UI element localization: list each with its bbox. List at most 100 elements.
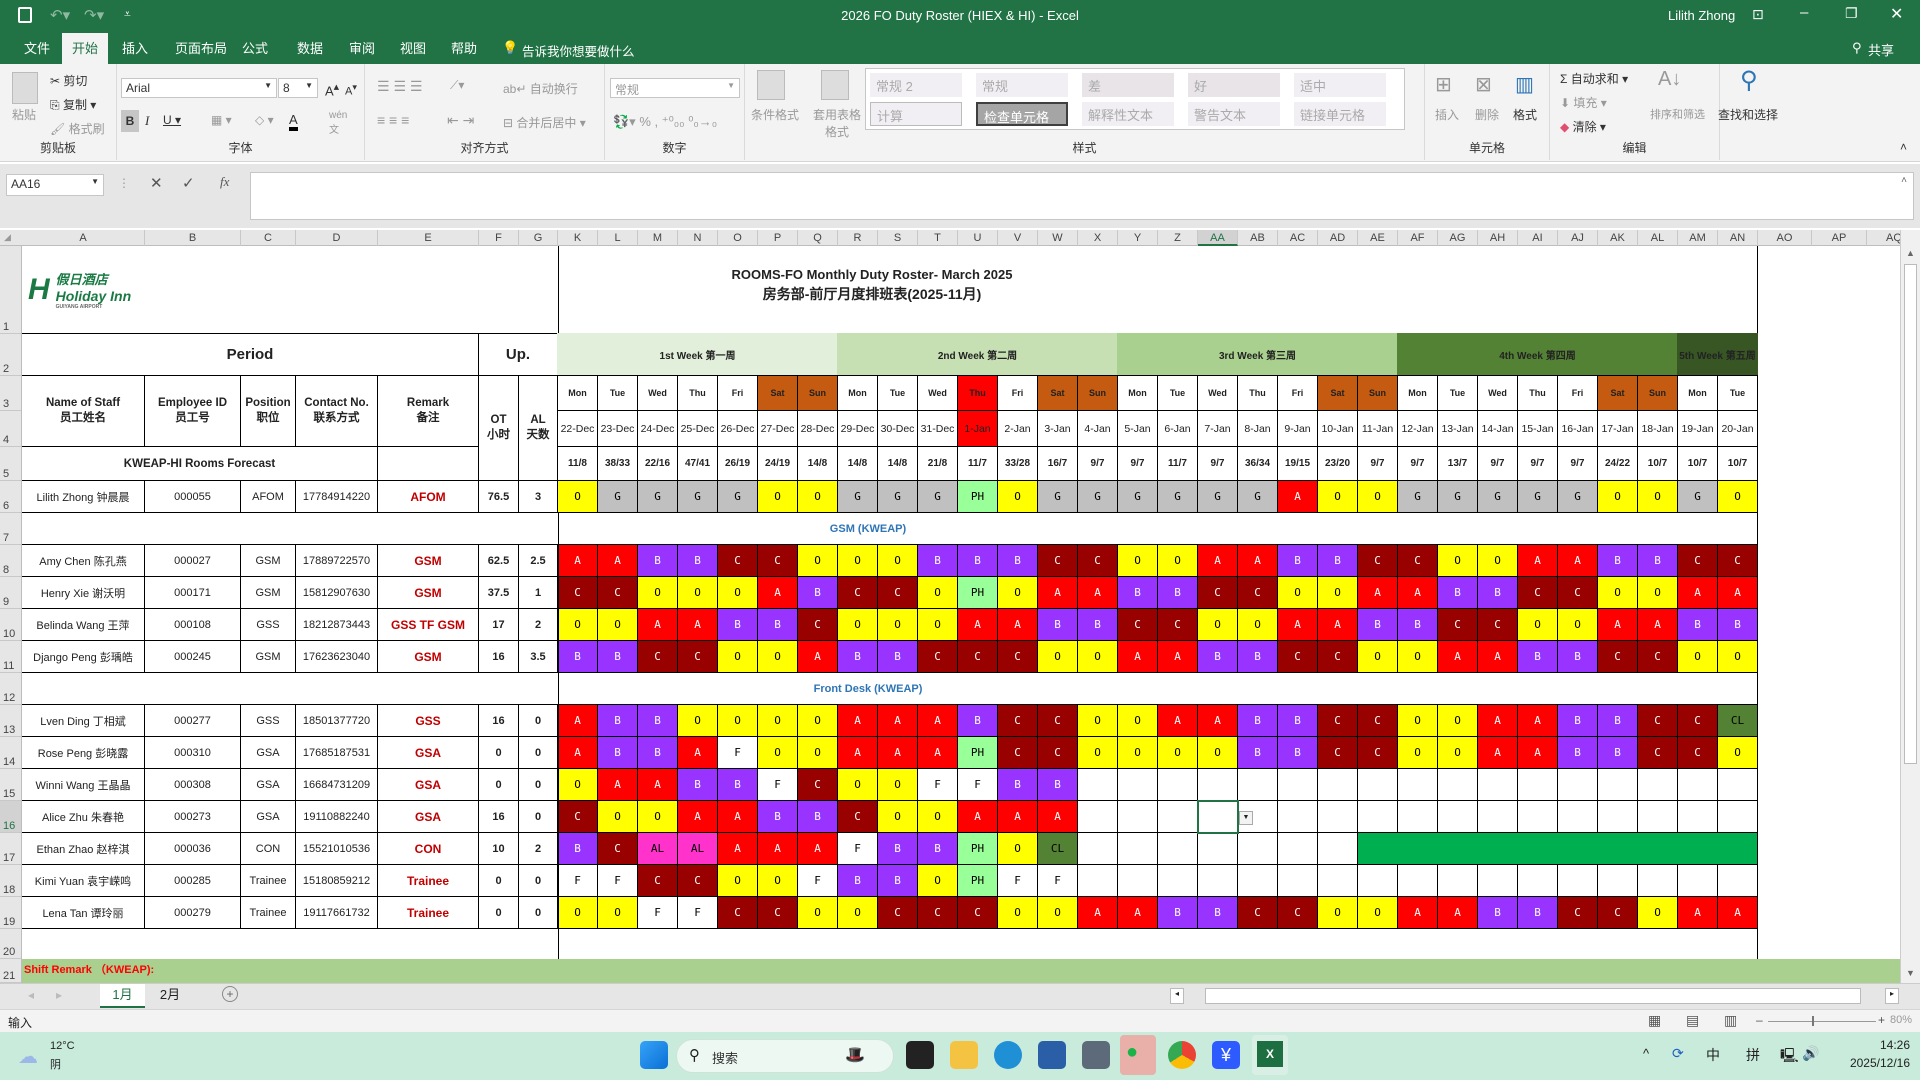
- tab-2[interactable]: 插入: [122, 41, 149, 56]
- align-top-icon[interactable]: ☰ ☰ ☰: [377, 78, 423, 94]
- staff-al[interactable]: 2.5: [518, 544, 558, 577]
- staff-remark[interactable]: CON: [377, 832, 479, 865]
- shift-cell[interactable]: O: [877, 768, 918, 801]
- shift-cell[interactable]: B: [637, 704, 678, 737]
- shift-cell[interactable]: A: [1077, 576, 1118, 609]
- shift-cell[interactable]: B: [717, 768, 758, 801]
- shift-cell[interactable]: G: [1157, 480, 1198, 513]
- staff-name[interactable]: Rose Peng 彭晓露: [22, 736, 145, 769]
- staff-al[interactable]: 0: [518, 800, 558, 833]
- shift-cell[interactable]: A: [797, 640, 838, 673]
- shift-cell[interactable]: C: [637, 640, 678, 673]
- ribbon-display-icon[interactable]: ⊡: [1752, 6, 1764, 22]
- column-header-Q[interactable]: Q: [798, 230, 838, 246]
- staff-ot[interactable]: 0: [478, 768, 519, 801]
- shift-cell[interactable]: B: [757, 608, 798, 641]
- shift-cell[interactable]: C: [1277, 896, 1318, 929]
- shift-cell[interactable]: A: [837, 736, 878, 769]
- row-header-6[interactable]: 6: [0, 481, 21, 513]
- shift-cell[interactable]: [1077, 864, 1118, 897]
- column-header-R[interactable]: R: [838, 230, 878, 246]
- staff-ot[interactable]: 16: [478, 640, 519, 673]
- shift-cell[interactable]: B: [1037, 608, 1078, 641]
- shift-cell[interactable]: O: [557, 768, 598, 801]
- sort-filter-icon[interactable]: A↓: [1658, 68, 1682, 90]
- shift-cell[interactable]: C: [957, 896, 998, 929]
- staff-name[interactable]: Ethan Zhao 赵梓淇: [22, 832, 145, 865]
- shift-cell[interactable]: B: [1397, 608, 1438, 641]
- shift-cell[interactable]: A: [797, 832, 838, 865]
- shift-cell[interactable]: O: [1077, 736, 1118, 769]
- restore-icon[interactable]: ❐: [1845, 5, 1858, 21]
- staff-al[interactable]: 0: [518, 768, 558, 801]
- shift-cell[interactable]: [1557, 864, 1598, 897]
- shift-cell[interactable]: [1597, 768, 1638, 801]
- shift-cell[interactable]: G: [1517, 480, 1558, 513]
- shift-cell[interactable]: C: [797, 608, 838, 641]
- zoom-in-icon[interactable]: +: [1878, 1013, 1886, 1027]
- shift-cell[interactable]: B: [917, 832, 958, 865]
- shift-cell[interactable]: A: [877, 704, 918, 737]
- row-header-2[interactable]: 2: [0, 334, 21, 376]
- staff-remark[interactable]: Trainee: [377, 864, 479, 897]
- shift-cell[interactable]: O: [1557, 608, 1598, 641]
- shift-cell[interactable]: A: [677, 736, 718, 769]
- staff-position[interactable]: Trainee: [240, 864, 296, 897]
- insert-function-icon[interactable]: fx: [220, 174, 230, 189]
- shift-cell[interactable]: B: [1157, 576, 1198, 609]
- shift-cell[interactable]: A: [1117, 640, 1158, 673]
- shift-cell[interactable]: A: [557, 544, 598, 577]
- shift-cell[interactable]: O: [677, 576, 718, 609]
- shift-cell[interactable]: C: [1317, 704, 1358, 737]
- column-header-AF[interactable]: AF: [1398, 230, 1438, 246]
- shift-cell[interactable]: [1597, 864, 1638, 897]
- staff-position[interactable]: GSM: [240, 640, 296, 673]
- copy-button[interactable]: ⎘ 复制 ▾: [50, 98, 97, 112]
- row-header-10[interactable]: 10: [0, 609, 21, 641]
- staff-name[interactable]: Kimi Yuan 袁宇嵘鸣: [22, 864, 145, 897]
- shift-cell[interactable]: A: [1157, 704, 1198, 737]
- shift-cell[interactable]: O: [1117, 736, 1158, 769]
- shift-cell[interactable]: B: [1477, 896, 1518, 929]
- shift-cell[interactable]: O: [597, 896, 638, 929]
- staff-id[interactable]: 000036: [144, 832, 241, 865]
- staff-remark[interactable]: GSA: [377, 736, 479, 769]
- shift-cell[interactable]: C: [1197, 576, 1238, 609]
- shift-cell[interactable]: C: [1037, 704, 1078, 737]
- tab-3[interactable]: 页面布局: [175, 41, 228, 56]
- shift-cell[interactable]: B: [597, 704, 638, 737]
- shift-cell[interactable]: A: [1037, 800, 1078, 833]
- shift-cell[interactable]: [1357, 800, 1398, 833]
- shift-cell[interactable]: C: [637, 864, 678, 897]
- shift-cell[interactable]: B: [717, 608, 758, 641]
- shift-cell[interactable]: [1317, 768, 1358, 801]
- shift-cell[interactable]: [1277, 864, 1318, 897]
- staff-id[interactable]: 000171: [144, 576, 241, 609]
- shift-cell[interactable]: PH: [957, 864, 998, 897]
- shift-cell[interactable]: O: [1637, 480, 1678, 513]
- column-header-AM[interactable]: AM: [1678, 230, 1718, 246]
- ime-pinyin[interactable]: 拼: [1746, 1047, 1760, 1063]
- shift-cell[interactable]: A: [1277, 608, 1318, 641]
- conditional-format-button[interactable]: 条件格式: [751, 108, 800, 122]
- shift-cell[interactable]: O: [837, 768, 878, 801]
- shift-cell[interactable]: B: [1277, 544, 1318, 577]
- shift-cell[interactable]: C: [1597, 896, 1638, 929]
- column-header-S[interactable]: S: [878, 230, 918, 246]
- format-as-table-icon[interactable]: [821, 70, 849, 100]
- shift-cell[interactable]: PH: [957, 576, 998, 609]
- staff-ot[interactable]: 0: [478, 864, 519, 897]
- column-header-T[interactable]: T: [918, 230, 958, 246]
- column-header-AK[interactable]: AK: [1598, 230, 1638, 246]
- shift-cell[interactable]: O: [557, 896, 598, 929]
- staff-id[interactable]: 000108: [144, 608, 241, 641]
- shift-cell[interactable]: A: [677, 608, 718, 641]
- shift-cell[interactable]: C: [1397, 544, 1438, 577]
- shift-cell[interactable]: [1637, 800, 1678, 833]
- shift-cell[interactable]: B: [637, 736, 678, 769]
- shift-cell[interactable]: G: [637, 480, 678, 513]
- staff-remark[interactable]: GSS: [377, 704, 479, 737]
- shift-cell[interactable]: B: [1517, 640, 1558, 673]
- shift-cell[interactable]: CL: [1037, 832, 1078, 865]
- staff-name[interactable]: Amy Chen 陈孔燕: [22, 544, 145, 577]
